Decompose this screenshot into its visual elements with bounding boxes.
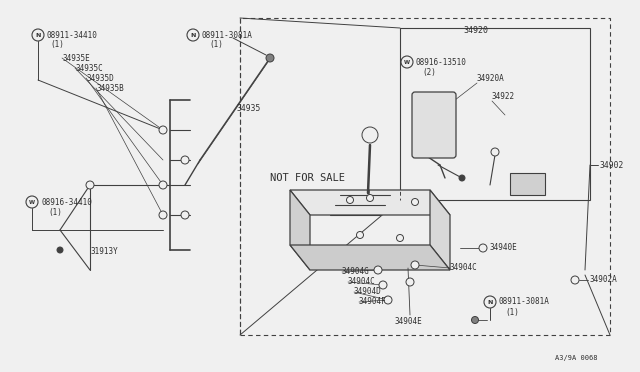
Circle shape xyxy=(374,266,382,274)
Circle shape xyxy=(159,211,167,219)
Circle shape xyxy=(356,231,364,238)
Text: 34904F: 34904F xyxy=(359,298,387,307)
Circle shape xyxy=(266,54,274,62)
Text: 34920A: 34920A xyxy=(477,74,505,83)
Circle shape xyxy=(491,148,499,156)
Polygon shape xyxy=(290,245,450,270)
Text: (1): (1) xyxy=(50,39,64,48)
Text: N: N xyxy=(35,32,41,38)
Text: 34904E: 34904E xyxy=(395,317,423,327)
Circle shape xyxy=(379,281,387,289)
Polygon shape xyxy=(290,190,310,270)
Text: 34922: 34922 xyxy=(492,92,515,100)
Text: 08916-34410: 08916-34410 xyxy=(41,198,92,206)
Text: N: N xyxy=(487,299,493,305)
Text: 34935D: 34935D xyxy=(86,74,114,83)
Circle shape xyxy=(57,247,63,253)
Text: (1): (1) xyxy=(209,39,223,48)
Text: 31913Y: 31913Y xyxy=(90,247,118,257)
Text: 08911-34410: 08911-34410 xyxy=(46,31,97,39)
Text: 34935B: 34935B xyxy=(96,83,124,93)
Text: 34904C: 34904C xyxy=(348,278,376,286)
Circle shape xyxy=(159,126,167,134)
Text: 34904G: 34904G xyxy=(342,267,370,276)
Circle shape xyxy=(571,276,579,284)
Text: (1): (1) xyxy=(48,208,62,217)
Circle shape xyxy=(411,261,419,269)
Text: 34904C: 34904C xyxy=(450,263,477,273)
Circle shape xyxy=(159,181,167,189)
Circle shape xyxy=(384,296,392,304)
Text: (2): (2) xyxy=(422,67,436,77)
Circle shape xyxy=(397,234,403,241)
Circle shape xyxy=(401,56,413,68)
Text: NOT FOR SALE: NOT FOR SALE xyxy=(270,173,345,183)
Circle shape xyxy=(32,29,44,41)
Circle shape xyxy=(362,127,378,143)
Polygon shape xyxy=(290,190,450,215)
Text: A3/9A 0068: A3/9A 0068 xyxy=(555,355,598,361)
Text: W: W xyxy=(29,199,35,205)
Text: 34904D: 34904D xyxy=(354,288,381,296)
Text: 08916-13510: 08916-13510 xyxy=(416,58,467,67)
Circle shape xyxy=(459,175,465,181)
Text: 08911-3081A: 08911-3081A xyxy=(499,298,550,307)
Text: N: N xyxy=(190,32,196,38)
Circle shape xyxy=(86,181,94,189)
FancyBboxPatch shape xyxy=(412,92,456,158)
Bar xyxy=(510,173,545,195)
Circle shape xyxy=(367,195,374,202)
Text: 34920: 34920 xyxy=(463,26,488,35)
Circle shape xyxy=(406,278,414,286)
Text: W: W xyxy=(404,60,410,64)
Circle shape xyxy=(181,156,189,164)
Text: 34935E: 34935E xyxy=(62,54,90,62)
Polygon shape xyxy=(430,190,450,270)
Circle shape xyxy=(26,196,38,208)
Text: 34902A: 34902A xyxy=(590,276,618,285)
Circle shape xyxy=(479,244,487,252)
Bar xyxy=(400,28,590,200)
Circle shape xyxy=(181,211,189,219)
Circle shape xyxy=(187,29,199,41)
Circle shape xyxy=(472,317,479,324)
Circle shape xyxy=(346,196,353,203)
Text: 08911-3081A: 08911-3081A xyxy=(201,31,252,39)
Circle shape xyxy=(412,199,419,205)
Text: (1): (1) xyxy=(505,308,519,317)
Text: 34940E: 34940E xyxy=(490,244,518,253)
Bar xyxy=(240,18,610,335)
Circle shape xyxy=(484,296,496,308)
Text: 34902: 34902 xyxy=(600,160,625,170)
Text: 34935C: 34935C xyxy=(75,64,103,73)
Text: 34935: 34935 xyxy=(237,103,261,112)
